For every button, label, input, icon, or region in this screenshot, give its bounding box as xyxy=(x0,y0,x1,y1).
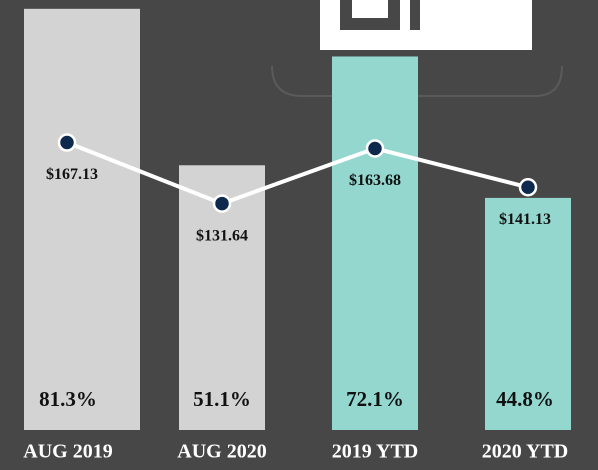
logo-decoration xyxy=(271,0,563,97)
line-value-label: $167.13 xyxy=(46,166,98,183)
line-marker xyxy=(212,194,232,213)
line-marker xyxy=(57,133,77,152)
line-value-label: $141.13 xyxy=(499,211,551,228)
x-tick-label: AUG 2019 xyxy=(23,441,112,463)
line-marker xyxy=(518,178,538,197)
line-value-label: $163.68 xyxy=(349,172,401,189)
x-tick-label: AUG 2020 xyxy=(177,441,266,463)
x-tick-label: 2020 YTD xyxy=(482,441,568,463)
bar-value-label: 44.8% xyxy=(496,387,554,411)
x-tick-label: 2019 YTD xyxy=(332,441,418,463)
line-value-label: $131.64 xyxy=(196,227,248,244)
bar xyxy=(485,197,571,430)
line xyxy=(66,140,529,206)
bar-value-label: 81.3% xyxy=(39,387,97,411)
bar-value-label: 72.1% xyxy=(346,387,404,411)
bar-value-label: 51.1% xyxy=(193,387,251,411)
bar xyxy=(24,8,140,431)
line-marker xyxy=(365,139,385,158)
bar xyxy=(332,56,418,430)
